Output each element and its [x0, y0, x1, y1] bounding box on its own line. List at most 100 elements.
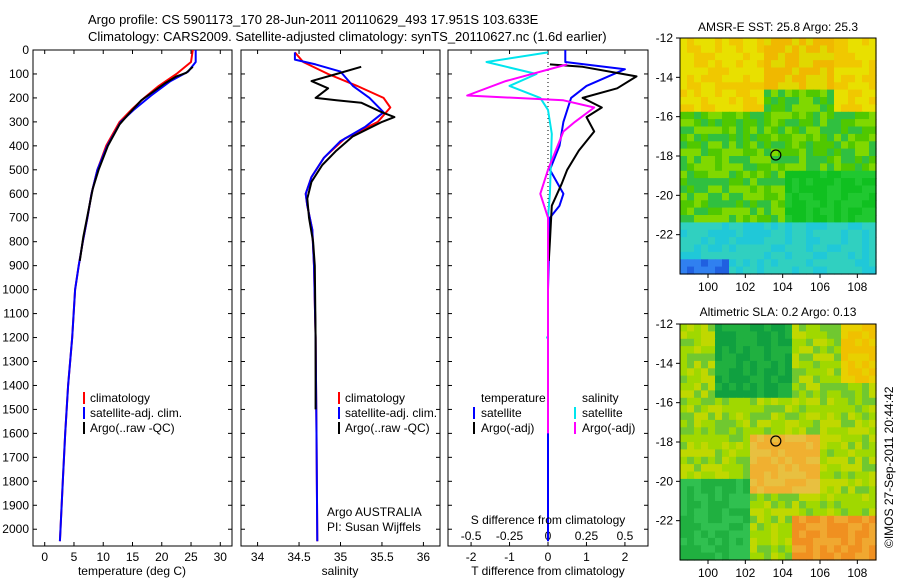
temperature-legend: climatology satellite-adj. clim. Argo(..…	[83, 391, 182, 435]
map-cell	[757, 493, 765, 502]
map-cell	[820, 434, 828, 443]
map-cell	[834, 390, 842, 399]
map-cell	[785, 67, 793, 76]
map-cell	[841, 419, 849, 428]
map-cell	[701, 133, 709, 142]
legend-label-s-satellite: satellite	[582, 406, 623, 420]
map-cell	[862, 397, 870, 406]
map-cell	[722, 215, 730, 223]
map-cell	[799, 133, 807, 142]
map-cell	[764, 133, 772, 142]
map-cell	[834, 537, 842, 546]
map-cell	[806, 338, 814, 347]
map-cell	[680, 60, 688, 69]
map-cell	[827, 163, 835, 172]
map-cell	[694, 141, 702, 150]
map-cell	[764, 478, 772, 487]
map-cell	[750, 207, 758, 216]
map-cell	[813, 126, 821, 135]
map-cell	[841, 324, 849, 332]
salinity-axis-label: salinity	[322, 564, 359, 578]
map-cell	[792, 38, 800, 46]
map-cell	[869, 207, 877, 216]
map-cell	[701, 97, 709, 105]
map-cell	[806, 126, 814, 135]
map-cell	[785, 185, 793, 194]
map-cell	[827, 52, 835, 61]
map-cell	[855, 493, 863, 502]
map-cell	[834, 493, 842, 502]
map-cell	[848, 338, 856, 347]
map-cell	[813, 229, 821, 238]
map-cell	[771, 237, 779, 246]
map-cell	[708, 74, 716, 83]
map-cell	[855, 501, 863, 509]
map-cell	[743, 368, 751, 377]
map-cell	[785, 397, 793, 406]
map-cell	[680, 501, 688, 509]
map-cell	[680, 170, 688, 179]
map-cell	[827, 368, 835, 377]
map-cell	[715, 229, 723, 238]
map-cell	[743, 493, 751, 502]
map-cell	[841, 368, 849, 377]
map-cell	[799, 397, 807, 406]
map-cell	[750, 456, 758, 465]
map-cell	[729, 508, 737, 517]
map-cell	[799, 97, 807, 105]
map-cell	[694, 119, 702, 128]
map-cell	[841, 427, 849, 436]
map-cell	[680, 486, 688, 495]
map-cell	[841, 390, 849, 399]
map-cell	[785, 545, 793, 554]
map-cell	[827, 353, 835, 362]
map-cell	[869, 104, 877, 113]
map-cell	[750, 375, 758, 384]
map-cell	[722, 501, 730, 509]
map-cell	[869, 222, 877, 231]
map-cell	[834, 52, 842, 61]
map-cell	[855, 412, 863, 421]
map-cell	[848, 471, 856, 480]
map-cell	[701, 104, 709, 113]
map-cell	[820, 464, 828, 473]
map-cell	[813, 478, 821, 487]
map-cell	[869, 89, 877, 98]
map-cell	[771, 456, 779, 465]
map-cell	[862, 251, 870, 260]
map-cell	[799, 552, 807, 561]
map-cell	[701, 419, 709, 428]
map-cell	[862, 405, 870, 414]
map-cell	[715, 185, 723, 194]
map-cell	[743, 222, 751, 231]
map-cell	[806, 74, 814, 83]
map-cell	[806, 456, 814, 465]
map-cell	[694, 251, 702, 260]
map-cell	[743, 251, 751, 260]
map-cell	[848, 82, 856, 91]
map-cell	[764, 215, 772, 223]
map-cell	[715, 478, 723, 487]
map-cell	[771, 133, 779, 142]
map-cell	[869, 229, 877, 238]
map-cell	[855, 192, 863, 201]
map-cell	[869, 148, 877, 157]
map-cell	[764, 501, 772, 509]
map-cell	[729, 207, 737, 216]
map-cell	[820, 97, 828, 105]
map-cell	[855, 67, 863, 76]
map-cell	[708, 449, 716, 458]
map-cell	[841, 397, 849, 406]
map-cell	[841, 493, 849, 502]
map-cell	[722, 207, 730, 216]
map-cell	[722, 486, 730, 495]
map-cell	[855, 383, 863, 391]
map-cell	[813, 74, 821, 83]
map-cell	[729, 133, 737, 142]
salinity-plot-frame	[240, 49, 441, 547]
map-cell	[701, 360, 709, 369]
map-cell	[869, 119, 877, 128]
map-cell	[799, 259, 807, 268]
map-cell	[806, 464, 814, 473]
map-cell	[750, 97, 758, 105]
